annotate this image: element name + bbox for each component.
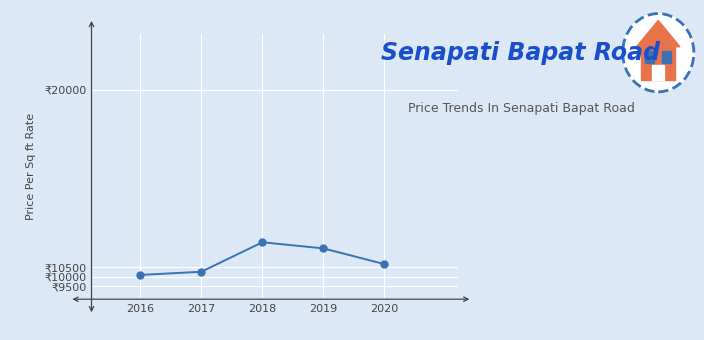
- Circle shape: [622, 14, 694, 92]
- Polygon shape: [636, 20, 680, 47]
- Polygon shape: [662, 51, 672, 63]
- Text: Senapati Bapat Road: Senapati Bapat Road: [382, 41, 660, 65]
- Y-axis label: Price Per Sq ft Rate: Price Per Sq ft Rate: [26, 113, 36, 220]
- Polygon shape: [652, 65, 665, 80]
- Text: Price Trends In Senapati Bapat Road: Price Trends In Senapati Bapat Road: [408, 102, 634, 115]
- Polygon shape: [641, 47, 675, 80]
- Polygon shape: [645, 51, 655, 63]
